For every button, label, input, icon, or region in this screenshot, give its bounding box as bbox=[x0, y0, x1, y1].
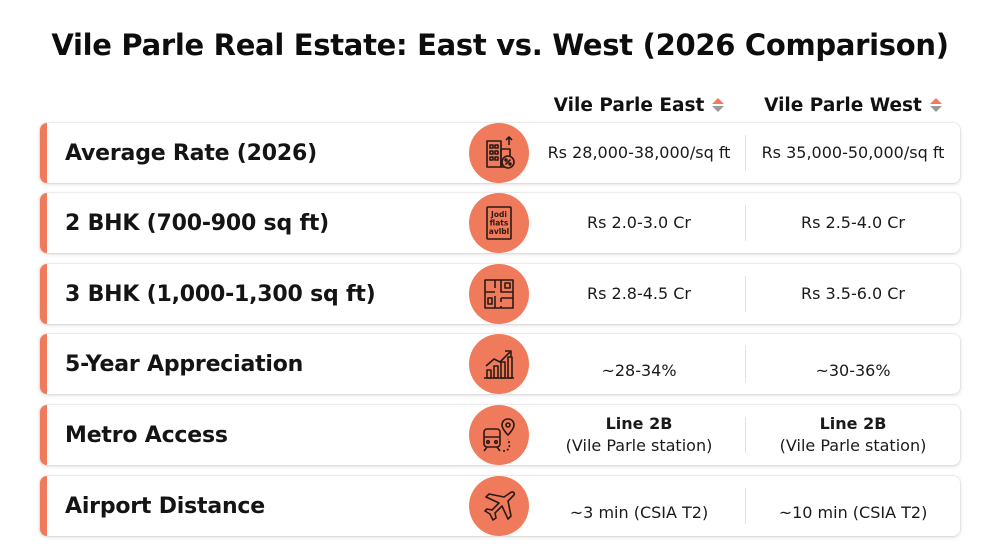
east-metro-station: (Vile Parle station) bbox=[565, 436, 713, 455]
divider bbox=[745, 205, 746, 241]
row-label: 2 BHK (700-900 sq ft) bbox=[65, 210, 329, 236]
icon-text-line-3: avlbl bbox=[489, 227, 509, 236]
east-metro-line: Line 2B bbox=[605, 414, 673, 434]
column-header-west[interactable]: Vile Parle West bbox=[746, 92, 960, 118]
table-row-3bhk: 3 BHK (1,000-1,300 sq ft) Rs 2.8-4.5 Cr … bbox=[40, 264, 960, 324]
table-row-appreciation: 5-Year Appreciation ~28-34% ~30-36% bbox=[40, 334, 960, 394]
divider bbox=[745, 417, 746, 453]
jodi-flats-sign-icon: Jodi flats avlbl bbox=[469, 193, 529, 253]
divider bbox=[745, 488, 746, 524]
east-value: ~28-34% bbox=[601, 361, 677, 381]
row-label: 5-Year Appreciation bbox=[65, 351, 304, 377]
west-metro-station: (Vile Parle station) bbox=[779, 436, 927, 455]
column-header-west-label: Vile Parle West bbox=[764, 94, 922, 116]
west-value: Line 2B (Vile Parle station) bbox=[746, 405, 960, 465]
row-label: Metro Access bbox=[65, 422, 228, 448]
icon-text-line-2: flats bbox=[490, 219, 509, 228]
column-header-east[interactable]: Vile Parle East bbox=[532, 92, 746, 118]
row-label: Average Rate (2026) bbox=[65, 140, 317, 166]
metro-train-location-icon bbox=[469, 405, 529, 465]
floor-plan-icon bbox=[469, 264, 529, 324]
airplane-icon bbox=[469, 476, 529, 536]
table-row-airport-distance: Airport Distance ~3 min (CSIA T2) ~10 mi… bbox=[40, 476, 960, 536]
west-value: ~30-36% bbox=[815, 361, 891, 381]
growth-chart-icon bbox=[469, 334, 529, 394]
table-row-metro-access: Metro Access Line 2B (Vile Parle station… bbox=[40, 405, 960, 465]
divider bbox=[745, 346, 746, 382]
west-metro-line: Line 2B bbox=[819, 414, 887, 434]
building-percent-icon bbox=[469, 123, 529, 183]
east-value: ~3 min (CSIA T2) bbox=[569, 503, 709, 523]
column-header-east-label: Vile Parle East bbox=[553, 94, 705, 116]
east-value: Rs 28,000-38,000/sq ft bbox=[547, 143, 731, 163]
row-label: Airport Distance bbox=[65, 493, 265, 519]
table-row-average-rate: Average Rate (2026) Rs 28,000-38,000/sq … bbox=[40, 123, 960, 183]
east-value: Rs 2.0-3.0 Cr bbox=[586, 213, 692, 233]
table-row-2bhk: 2 BHK (700-900 sq ft) Jodi flats avlbl R… bbox=[40, 193, 960, 253]
icon-text-line-1: Jodi bbox=[490, 210, 507, 219]
west-value: Rs 35,000-50,000/sq ft bbox=[761, 143, 945, 163]
row-label: 3 BHK (1,000-1,300 sq ft) bbox=[65, 281, 376, 307]
west-value: Rs 2.5-4.0 Cr bbox=[800, 213, 906, 233]
sort-icon[interactable] bbox=[929, 98, 942, 112]
east-value: Rs 2.8-4.5 Cr bbox=[586, 284, 692, 304]
west-value: Rs 3.5-6.0 Cr bbox=[800, 284, 906, 304]
sort-icon[interactable] bbox=[712, 98, 725, 112]
page-title: Vile Parle Real Estate: East vs. West (2… bbox=[51, 28, 949, 62]
east-value: Line 2B (Vile Parle station) bbox=[532, 405, 746, 465]
divider bbox=[745, 135, 746, 171]
west-value: ~10 min (CSIA T2) bbox=[778, 503, 928, 523]
divider bbox=[745, 276, 746, 312]
